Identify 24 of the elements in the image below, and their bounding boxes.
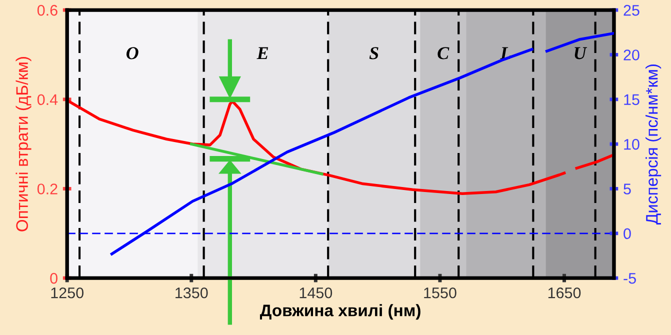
x-tick-label: 1650 [548,287,581,298]
y2-tick-label: 5 [624,184,631,194]
y-tick-label: 0 [50,272,58,284]
y2-tick-label: 10 [624,138,640,150]
x-tick-label: 1450 [300,287,332,298]
y2-tick-label: 0 [624,228,631,240]
y-tick-label: 0.2 [37,184,58,194]
y2-tick-label: 20 [624,50,640,60]
x-axis-title: Довжина хвилі (нм) [260,304,420,320]
y-tick-label: 0.4 [37,94,58,106]
x-tick-label: 1250 [51,287,84,298]
band-label: S [369,47,378,60]
band-label: U [574,47,588,60]
x-tick-label: 1350 [176,287,208,298]
y2-tick-label: 15 [624,94,640,106]
y-axis-title: Оптичні втрати (дБ/км) [16,57,32,232]
y2-axis-title: Дисперсія (пс/нм*км) [646,64,662,225]
y2-tick-label: -5 [624,273,636,284]
y2-tick-label: 25 [624,4,640,16]
band-label: E [256,47,268,60]
band-label: O [126,47,138,60]
band-label: C [438,47,450,60]
x-tick-label: 1550 [424,287,456,298]
y-tick-label: 0.6 [37,4,58,16]
